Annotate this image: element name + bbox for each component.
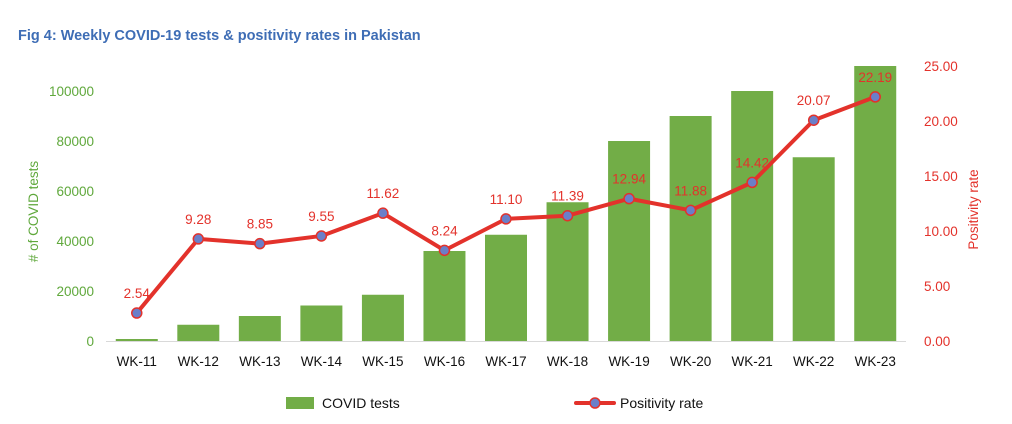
x-tick-label: WK-19 [608, 354, 649, 369]
bar-wk-23 [854, 66, 897, 341]
bar-wk-13 [238, 316, 281, 341]
y-right-tick-label: 20.00 [924, 114, 958, 129]
x-tick-label: WK-22 [793, 354, 834, 369]
data-label-wk-15: 11.62 [367, 186, 400, 201]
x-tick-label: WK-11 [117, 354, 157, 369]
x-tick-label: WK-12 [178, 354, 219, 369]
y-left-tick-label: 60000 [56, 184, 94, 199]
x-tick-label: WK-15 [362, 354, 403, 369]
bar-wk-11 [115, 339, 158, 341]
data-label-wk-12: 9.28 [185, 212, 211, 227]
data-label-wk-18: 11.39 [551, 189, 584, 204]
bar-wk-22 [792, 157, 835, 341]
bar-wk-14 [300, 305, 343, 341]
positivity-point-wk-18 [561, 209, 574, 222]
line-layer [131, 91, 881, 319]
x-tick-label: WK-20 [670, 354, 711, 369]
bar-wk-19 [608, 141, 651, 341]
data-label-wk-20: 11.88 [674, 183, 707, 198]
chart-title: Fig 4: Weekly COVID-19 tests & positivit… [18, 28, 421, 44]
positivity-point-wk-20 [684, 204, 697, 217]
positivity-point-wk-15 [377, 207, 389, 219]
positivity-point-wk-22 [807, 114, 820, 126]
data-label-wk-23: 22.19 [858, 70, 892, 85]
y-left-tick-label: 100000 [49, 84, 94, 99]
data-label-wk-11: 2.54 [124, 286, 151, 301]
y-right-tick-label: 5.00 [924, 279, 950, 294]
y-left-axis-title: # of COVID tests [26, 161, 41, 263]
positivity-point-wk-23 [869, 91, 881, 103]
positivity-point-wk-13 [254, 237, 266, 250]
legend-swatch-covid-tests [286, 397, 314, 409]
positivity-point-wk-12 [192, 233, 205, 245]
y-left-tick-label: 40000 [56, 234, 94, 249]
bar-wk-20 [669, 116, 712, 341]
bar-wk-17 [485, 234, 527, 341]
bars-layer [115, 66, 897, 341]
y-left-tick-label: 20000 [56, 284, 94, 299]
x-tick-label: WK-16 [424, 354, 465, 369]
y-left-tick-label: 0 [86, 334, 94, 349]
legend-label-positivity-rate: Positivity rate [620, 395, 703, 411]
bar-wk-12 [177, 324, 220, 341]
bar-wk-18 [546, 202, 589, 341]
x-tick-label: WK-23 [855, 354, 896, 369]
bar-wk-21 [731, 91, 774, 341]
data-label-wk-21: 14.42 [735, 155, 769, 170]
y-left-tick-label: 80000 [56, 134, 94, 149]
x-tick-label: WK-17 [485, 354, 526, 369]
legend-swatch-positivity-marker [589, 397, 601, 409]
legend-label-covid-tests: COVID tests [322, 395, 400, 411]
positivity-point-wk-21 [746, 176, 758, 189]
y-right-tick-label: 0.00 [924, 334, 950, 349]
y-right-tick-label: 10.00 [924, 224, 958, 239]
positivity-point-wk-14 [315, 230, 328, 242]
positivity-point-wk-11 [131, 307, 143, 319]
labels-layer: 2.54 9.28 8.85 9.55 11.62 8.24 11.10 11.39 12.94… [124, 70, 893, 301]
x-tick-label: WK-13 [239, 354, 280, 369]
data-label-wk-13: 8.85 [247, 217, 273, 232]
data-label-wk-16: 8.24 [431, 223, 458, 238]
data-label-wk-17: 11.10 [490, 192, 523, 207]
y-right-tick-label: 25.00 [924, 59, 958, 74]
bar-wk-15 [361, 294, 404, 341]
data-label-wk-22: 20.07 [797, 93, 831, 108]
data-label-wk-14: 9.55 [308, 209, 334, 224]
x-tick-label: WK-21 [732, 354, 773, 369]
bar-wk-16 [423, 251, 466, 341]
axes-layer: 0 20000 40000 60000 80000 100000 # of COVID te… [26, 59, 981, 369]
positivity-point-wk-19 [623, 192, 635, 205]
y-right-axis-title: Positivity rate [966, 169, 981, 249]
y-right-tick-label: 15.00 [924, 169, 958, 184]
x-tick-label: WK-18 [547, 354, 588, 369]
data-label-wk-19: 12.94 [612, 172, 646, 187]
positivity-point-wk-16 [438, 244, 451, 257]
x-tick-label: WK-14 [301, 354, 343, 369]
legend: COVID tests Positivity rate [286, 395, 703, 411]
positivity-point-wk-17 [500, 213, 512, 225]
